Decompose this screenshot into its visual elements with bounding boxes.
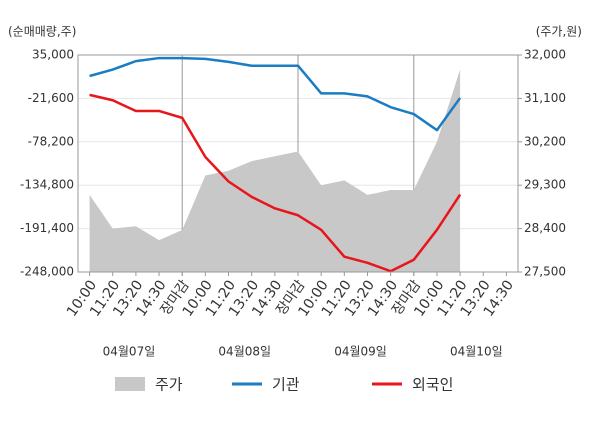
x-group-label: 04월07일 xyxy=(103,345,156,359)
y-tick-label: 35,000 xyxy=(32,48,74,62)
x-group-label: 04월10일 xyxy=(450,345,503,359)
y2-tick-label: 32,000 xyxy=(524,48,566,62)
x-group-label: 04월09일 xyxy=(334,345,387,359)
y-tick-label: -134,800 xyxy=(20,178,74,192)
price-area xyxy=(89,69,461,272)
y2-axis-label: (주가,원) xyxy=(536,25,582,39)
series-line xyxy=(89,93,462,273)
legend-label: 외국인 xyxy=(412,376,453,394)
y2-tick-label: 28,400 xyxy=(524,221,566,235)
y-axis-label: (순매매량,주) xyxy=(8,25,76,39)
y2-tick-label: 27,500 xyxy=(524,265,566,279)
legend-label: 기관 xyxy=(272,376,300,394)
legend-swatch xyxy=(115,377,145,391)
y-tick-label: -191,400 xyxy=(20,221,74,235)
y2-tick-label: 30,200 xyxy=(524,134,566,148)
y-tick-label: -248,000 xyxy=(20,265,74,279)
y2-tick-label: 29,300 xyxy=(524,178,566,192)
x-group-label: 04월08일 xyxy=(218,345,271,359)
series-line xyxy=(89,56,462,132)
y-tick-label: -78,200 xyxy=(28,134,74,148)
legend-label: 주가 xyxy=(155,376,183,394)
y2-tick-label: 31,100 xyxy=(524,91,566,105)
y-tick-label: -21,600 xyxy=(28,91,74,105)
